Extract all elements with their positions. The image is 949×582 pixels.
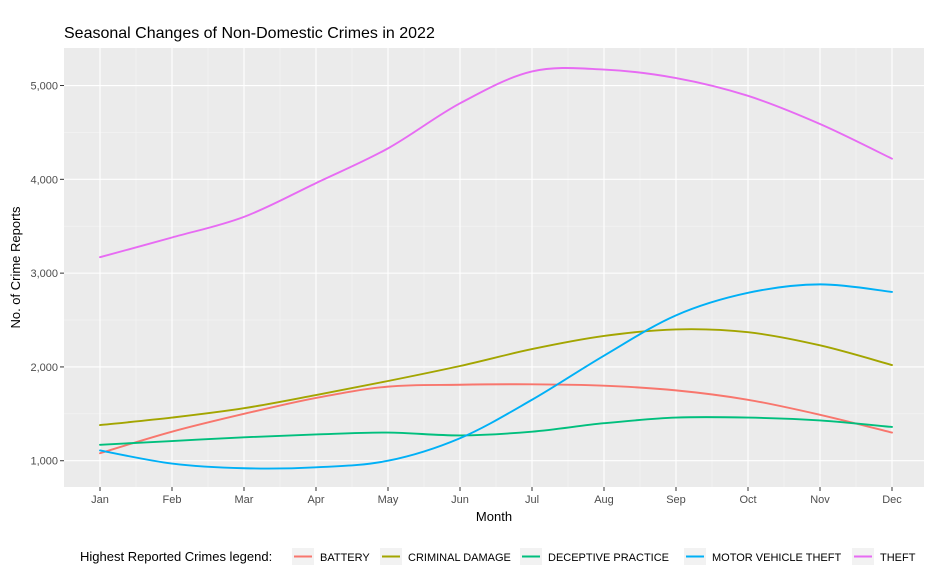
legend-item-deceptive-practice: DECEPTIVE PRACTICE (520, 548, 669, 565)
legend-label: CRIMINAL DAMAGE (408, 552, 511, 564)
legend-items: BATTERY CRIMINAL DAMAGE DECEPTIVE PRACTICE… (292, 548, 916, 565)
series-line-deceptive-practice (99, 416, 893, 446)
x-axis-title: Month (476, 509, 512, 524)
y-axis-title: No. of Crime Reports (8, 206, 23, 329)
legend-item-theft: THEFT (852, 548, 916, 565)
x-tick-label: Jan (91, 494, 109, 506)
legend-label: DECEPTIVE PRACTICE (548, 552, 669, 564)
x-tick-label: Apr (307, 494, 324, 506)
minor-gridlines (64, 48, 924, 487)
x-tick-label: Oct (739, 494, 756, 506)
series-line-criminal-damage (99, 328, 893, 427)
major-gridlines (64, 48, 924, 487)
x-tick-label: Nov (810, 494, 830, 506)
series-line-motor-vehicle-theft (99, 283, 893, 470)
x-tick-label: Sep (666, 494, 686, 506)
x-axis: Jan Feb Mar Apr May Jun Jul Aug Sep Oct Nov Dec (91, 487, 902, 506)
x-tick-label: Jul (525, 494, 539, 506)
legend-label: THEFT (880, 552, 916, 564)
legend-item-criminal-damage: CRIMINAL DAMAGE (380, 548, 511, 565)
y-tick-label: 1,000 (30, 456, 58, 468)
x-tick-label: Mar (235, 494, 254, 506)
series-line-theft (99, 67, 893, 259)
legend-title: Highest Reported Crimes legend: (80, 549, 272, 564)
x-tick-label: Feb (163, 494, 182, 506)
legend-label: BATTERY (320, 552, 370, 564)
y-tick-label: 4,000 (30, 174, 58, 186)
x-tick-label: May (378, 494, 399, 506)
y-tick-label: 5,000 (30, 81, 58, 93)
legend-item-battery: BATTERY (292, 548, 370, 565)
x-tick-label: Jun (451, 494, 469, 506)
chart-title: Seasonal Changes of Non-Domestic Crimes … (64, 25, 435, 42)
x-tick-label: Aug (594, 494, 614, 506)
legend: Highest Reported Crimes legend: BATTERY C… (80, 548, 916, 565)
series-line-battery (99, 383, 893, 455)
y-tick-label: 2,000 (30, 362, 58, 374)
y-tick-label: 3,000 (30, 268, 58, 280)
legend-label: MOTOR VEHICLE THEFT (712, 552, 841, 564)
legend-item-motor-vehicle-theft: MOTOR VEHICLE THEFT (684, 548, 841, 565)
series-lines (99, 67, 893, 470)
x-tick-label: Dec (882, 494, 902, 506)
y-axis: 1,000 2,000 3,000 4,000 5,000 (30, 81, 64, 468)
